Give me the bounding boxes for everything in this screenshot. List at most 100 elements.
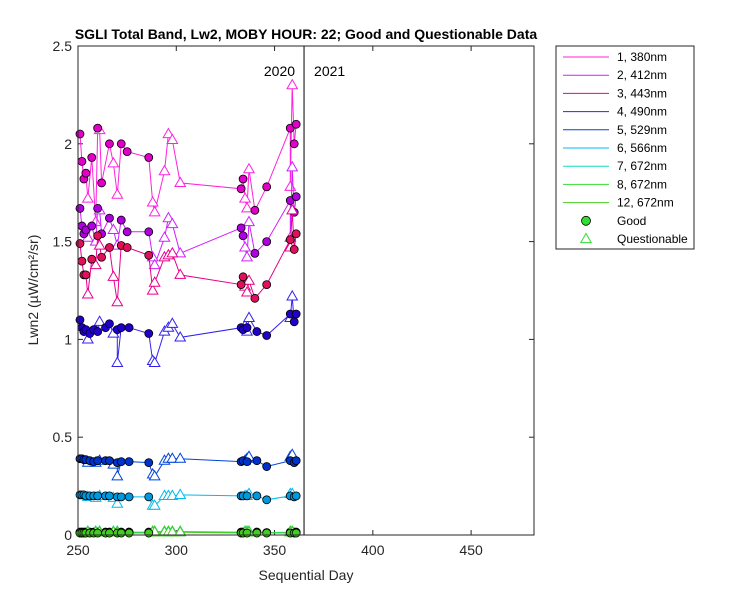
y-axis-title: Lwn2 (µW/cm²/sr) [25,235,41,346]
good-point [289,139,299,149]
questionable-point [111,188,124,199]
good-point [236,280,246,290]
questionable-point [107,270,120,281]
y-tick-label: 0 [64,527,72,543]
questionable-point [174,176,187,187]
good-point [144,227,154,237]
series-layer [75,78,301,538]
year-label-2020: 2020 [264,63,295,79]
good-point [122,227,132,237]
legend: 1, 380nm 2, 412nm 3, 443nm 4, 490nm 5, 529nm… [555,45,695,250]
good-point [289,245,299,254]
good-point [262,331,272,340]
legend-label: 12, 672nm [617,196,674,210]
chart-title: SGLI Total Band, Lw2, MOBY HOUR: 22; Goo… [75,26,538,42]
good-point [105,491,114,501]
questionable-point [148,469,161,481]
good-point [116,457,126,467]
x-tick-label: 350 [263,542,287,558]
x-tick-label: 300 [165,542,189,558]
questionable-point [238,240,252,252]
good-point [250,248,260,258]
good-point [291,491,301,501]
x-axis-title: Sequential Day [259,567,354,583]
questionable-point [166,489,179,500]
good-point [87,153,97,162]
good-point [144,492,154,502]
questionable-point [166,317,179,328]
questionable-point [166,525,179,537]
good-point [291,192,301,202]
questionable-point [242,311,256,322]
y-tick-label: 1 [64,331,72,347]
good-point [144,250,154,260]
y-tick-label: 2 [64,136,72,152]
good-point [105,319,114,329]
questionable-point [107,223,120,234]
good-point [291,229,301,239]
good-point [144,528,154,538]
questionable-point [146,283,159,295]
good-point [242,457,252,467]
questionable-point [174,525,187,537]
good-point [250,205,260,215]
good-point [87,254,97,264]
good-point [252,528,262,538]
good-point [75,129,85,139]
questionable-point [89,258,102,270]
questionable-point [238,192,252,203]
legend-label: 5, 529nm [617,123,667,137]
questionable-point [242,274,256,285]
questionable-point [158,164,171,176]
good-point [236,223,246,233]
good-point [236,184,246,194]
questionable-point [242,162,256,174]
x-tick-label: 400 [361,542,385,558]
questionable-point [174,268,187,279]
good-point [122,147,132,157]
questionable-point [107,156,120,168]
legend-label: 4, 490nm [617,105,667,119]
good-point [93,456,103,466]
legend-good-marker [581,215,591,226]
good-point [262,495,272,505]
good-point [75,239,85,248]
x-tick-label: 250 [66,542,90,558]
questionable-point [111,497,124,508]
questionable-point [148,258,161,270]
good-point [242,528,252,538]
legend-questionable-marker [579,232,593,244]
questionable-point [148,356,161,367]
questionable-point [81,287,94,299]
questionable-point [146,195,159,207]
legend-label: 6, 566nm [617,141,667,155]
questionable-point [148,499,161,510]
good-point [93,528,103,538]
legend-label: 3, 443nm [617,86,667,100]
questionable-point [158,231,171,242]
good-point [144,329,154,338]
good-point [250,293,260,303]
questionable-point [174,488,187,499]
questionable-point [81,332,94,344]
questionable-point [93,315,106,326]
good-point [262,237,272,247]
good-point [291,309,301,319]
legend-label: 7, 672nm [617,159,667,173]
good-point [105,456,114,466]
good-point [252,327,262,336]
plot-border [77,45,535,536]
x-axis: 250 300 350 400 450 [66,46,483,558]
good-point [242,323,252,333]
questionable-point [174,452,187,463]
good-point [93,203,103,213]
good-point [77,256,87,266]
good-point [116,323,126,333]
questionable-point [111,356,124,367]
questionable-point [111,295,124,307]
questionable-point [166,246,179,258]
questionable-point [81,192,94,203]
y-tick-label: 0.5 [53,429,73,445]
y-tick-label: 1.5 [53,234,73,250]
